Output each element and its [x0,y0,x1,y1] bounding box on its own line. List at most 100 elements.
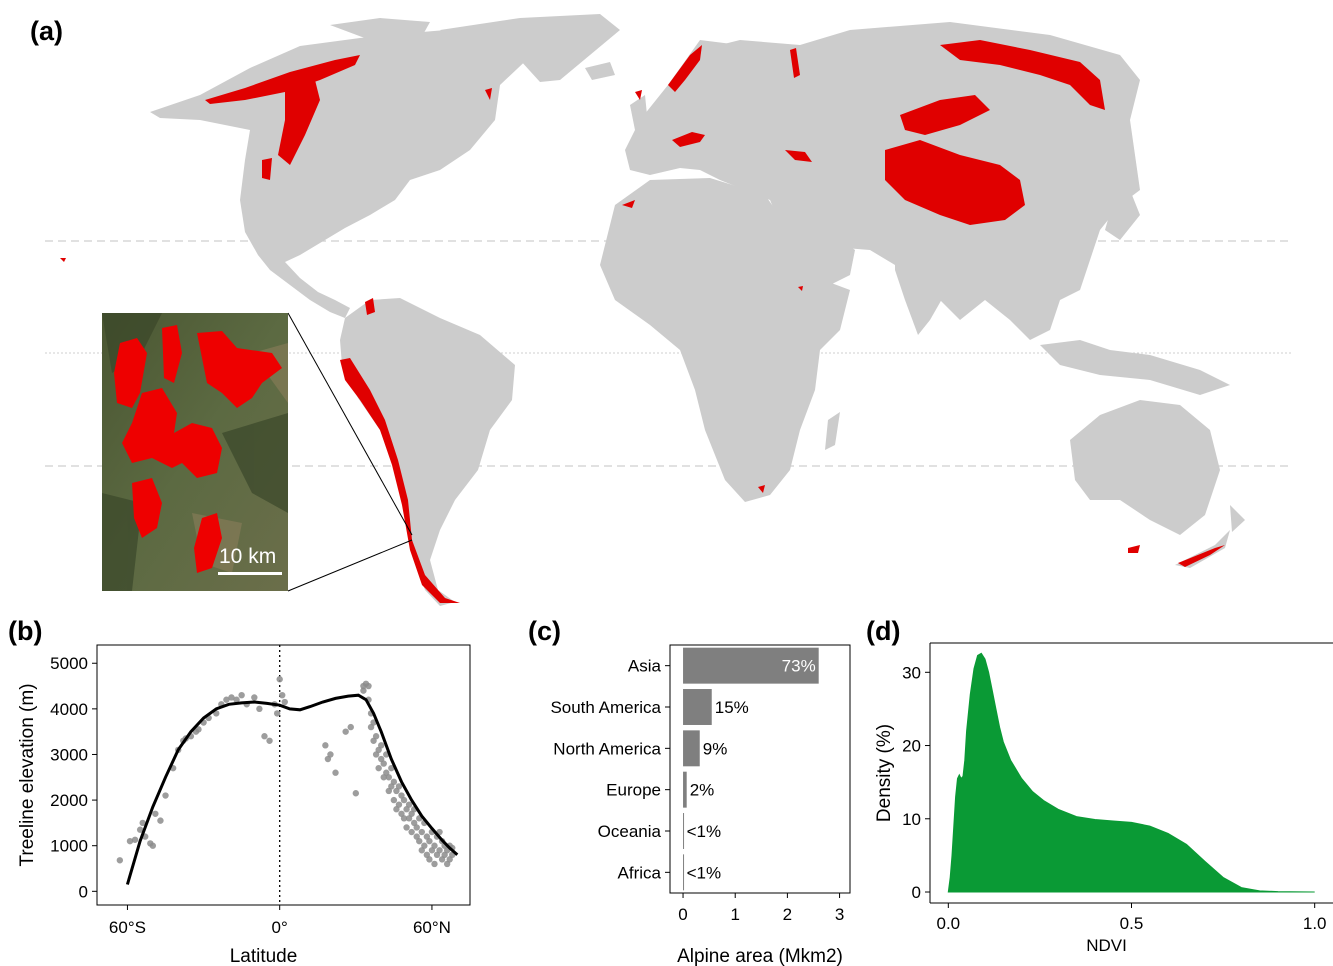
data-point [238,691,245,699]
alpine-northern-andes [365,298,375,315]
data-point [403,824,410,831]
alpine-tasmania [1128,545,1140,553]
plot-frame [669,644,851,894]
scandinavia-landmass [668,40,740,110]
north-america-landmass [150,28,535,265]
data-point [395,783,403,790]
data-point [395,801,403,808]
iceland-landmass [585,62,615,80]
satellite-inset-image [102,313,288,591]
x-axis-title: Alpine area (Mkm2) [677,946,843,966]
bar-value-label: 2% [690,781,715,800]
category-label: Europe [606,781,661,800]
data-point [408,828,415,836]
category-label: North America [553,739,661,758]
arabian-peninsula-landmass [770,200,855,290]
alpine-regions [60,40,1225,603]
data-point [126,837,134,845]
y-axis-title: Density (%) [874,724,895,822]
y-tick-label: 30 [902,663,921,682]
x-tick-label: 1 [730,905,739,924]
ndvi-density-chart: 0 10 20 30 0.0 0.5 1.0 NDVI Density (%) [874,642,1333,955]
data-point [139,819,146,827]
data-point [131,836,139,843]
data-point [327,751,334,758]
data-point [136,826,144,833]
inset-alpine-regions [114,325,282,573]
data-point [157,817,164,824]
bar-value-label: 15% [715,698,749,717]
category-label: Africa [618,863,662,882]
y-tick-label: 0 [79,882,88,901]
y-tick-label: 3000 [50,745,88,764]
data-point [388,764,395,772]
data-point [431,860,438,868]
alpine-greenland-coast [485,88,492,100]
central-america-landmass [258,255,350,318]
smooth-trend-line [125,693,459,885]
alpine-rocky-mountains [278,80,320,165]
alpine-area-chart: Asia 73% South America 15% North America 9% Eu… [550,644,851,966]
x-tick-label: 1.0 [1303,914,1327,933]
data-point [251,694,258,701]
data-point [431,842,438,849]
alpine-east-africa [798,286,803,291]
eurasia-landmass [625,22,1140,340]
alpine-andes [340,358,460,603]
bar-value-label: 9% [703,739,728,758]
x-tick-label: 0° [272,918,288,937]
alpine-alps [672,132,705,147]
density-area [947,652,1315,893]
data-point [360,687,367,694]
data-point [266,737,273,744]
data-point [421,842,428,849]
data-point [279,691,286,699]
data-point [372,733,380,740]
panel-label-d: (d) [866,616,901,646]
scale-bar [218,572,282,575]
data-point [418,828,425,836]
data-point [400,796,408,804]
alpine-southern-africa [758,485,765,493]
alpine-western-us [262,158,272,180]
x-tick-label: 2 [783,905,792,924]
world-map [45,14,1292,606]
land-masses [150,14,1245,606]
alpine-caucasus [785,150,812,162]
bar [683,730,700,767]
scale-bar-label: 10 km [219,545,277,568]
data-point [365,682,372,690]
alpine-atlas [622,200,635,208]
data-point [380,760,387,767]
bar [683,647,819,684]
alpine-new-zealand [1178,545,1225,567]
y-tick-label: 4000 [50,700,88,719]
bar-value-label: 73% [782,657,816,676]
data-point [233,696,240,703]
y-tick-label: 0 [912,883,921,902]
data-point [332,769,339,776]
bar [683,771,687,808]
y-tick-label: 10 [902,810,921,829]
data-point [405,801,413,808]
category-label: South America [550,698,661,717]
alpine-hawaii [60,258,66,262]
category-label: Oceania [598,822,662,841]
x-axis-title: NDVI [1086,936,1127,955]
southeast-asia-islands [1040,340,1230,395]
data-point [256,705,263,713]
greenland-landmass [440,14,620,82]
bar [683,689,712,725]
y-tick-label: 2000 [50,791,88,810]
south-america-landmass [340,298,515,606]
australia-landmass [1070,400,1220,535]
y-axis-title: Treeline elevation (m) [17,683,38,866]
x-axis-title: Latitude [230,946,298,966]
data-point [390,778,398,786]
arctic-islands-landmass [330,18,430,40]
alpine-siberia-north [940,40,1105,110]
new-zealand-landmass [1175,530,1230,568]
data-point [375,764,382,772]
treeline-chart: 0 1000 2000 3000 4000 5000 60°S 0° 60°N Latitude T… [17,644,471,966]
data-point [413,824,420,831]
